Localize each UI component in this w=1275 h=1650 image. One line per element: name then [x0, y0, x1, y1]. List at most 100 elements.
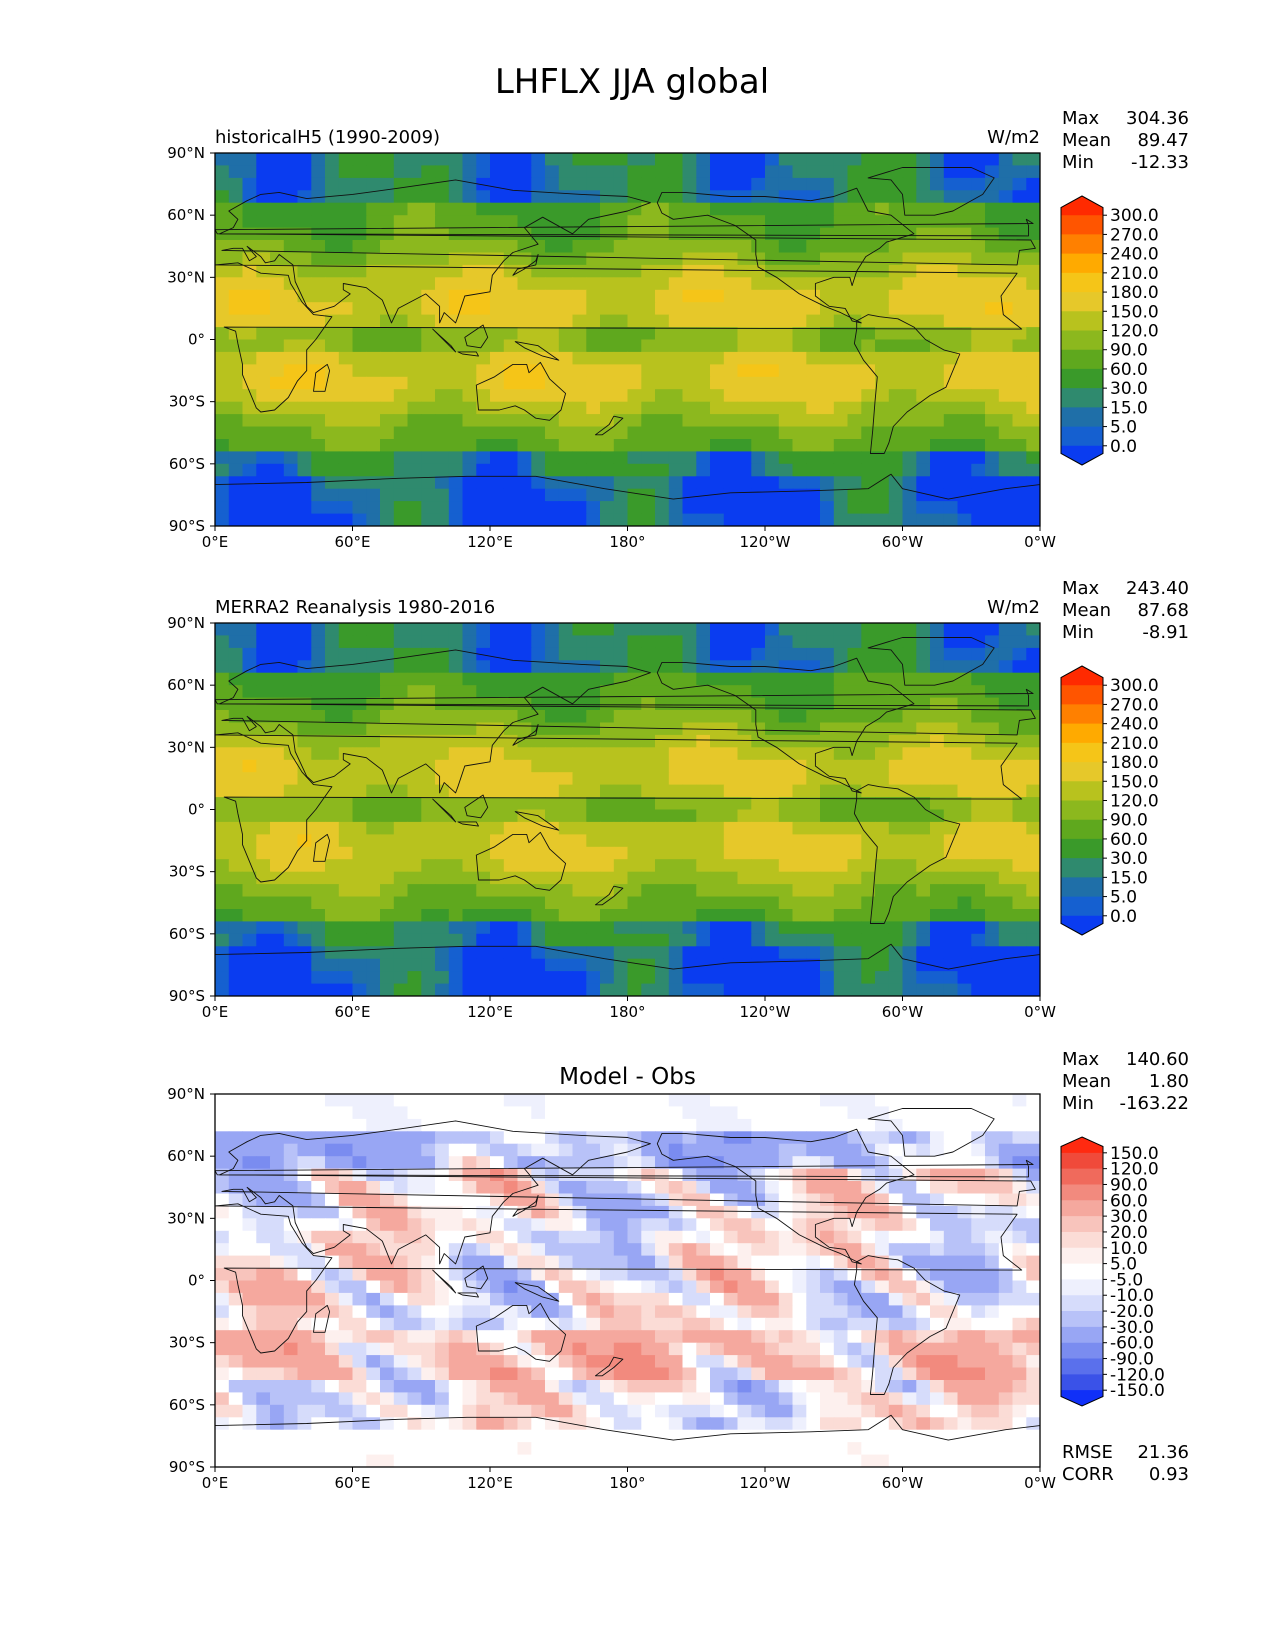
field-cell — [641, 635, 656, 649]
field-cell — [600, 871, 615, 885]
field-cell — [806, 971, 821, 985]
field-cell — [297, 772, 312, 786]
field-cell — [435, 153, 450, 166]
field-cell — [462, 983, 477, 996]
field-cell — [325, 339, 340, 353]
field-cell — [338, 635, 354, 649]
field-cell — [435, 202, 450, 216]
field-cell — [435, 1143, 450, 1157]
field-cell — [957, 710, 972, 723]
field-cell — [421, 376, 436, 390]
field-cell — [765, 635, 780, 649]
field-cell — [833, 871, 849, 885]
field-cell — [930, 476, 945, 490]
field-cell — [586, 921, 601, 935]
field-cell — [737, 697, 752, 711]
field-cell — [655, 747, 670, 761]
field-cell — [531, 734, 546, 748]
field-cell — [1012, 660, 1027, 674]
field-cell — [503, 635, 519, 649]
field-cell — [847, 153, 862, 166]
field-cell — [985, 635, 1000, 649]
field-cell — [1012, 376, 1027, 390]
field-cell — [696, 1317, 711, 1331]
field-cell — [352, 1118, 367, 1132]
field-cell — [930, 697, 945, 711]
field-cell — [655, 759, 670, 773]
field-cell — [930, 1205, 945, 1219]
field-cell — [572, 896, 587, 910]
colorbar-label: 5.0 — [1110, 418, 1137, 438]
field-cell — [971, 834, 986, 848]
field-cell — [215, 747, 230, 761]
field-cell — [490, 1268, 505, 1282]
field-cell — [531, 327, 546, 341]
field-cell — [531, 797, 546, 811]
field-cell — [600, 834, 615, 848]
field-cell — [311, 177, 326, 191]
field-cell — [668, 1094, 684, 1107]
field-cell — [710, 177, 725, 191]
field-cell — [985, 759, 1000, 773]
field-cell — [366, 215, 381, 229]
field-cell — [998, 1230, 1014, 1244]
field-cell — [338, 389, 354, 403]
field-cell — [531, 1218, 546, 1232]
field-cell — [393, 215, 409, 229]
field-cell — [311, 165, 326, 179]
field-cell — [600, 1181, 615, 1194]
field-cell — [380, 846, 395, 860]
field-cell — [338, 834, 354, 848]
field-cell — [985, 451, 1000, 465]
field-cell — [985, 871, 1000, 885]
field-cell — [971, 884, 986, 898]
field-cell — [710, 451, 725, 465]
field-cell — [242, 971, 257, 985]
field-cell — [861, 389, 876, 403]
field-cell — [421, 772, 436, 786]
colorbar-label: 0.0 — [1110, 907, 1137, 927]
field-cell — [985, 1230, 1000, 1244]
field-cell — [545, 202, 560, 216]
field-cell — [586, 1243, 601, 1257]
field-cell — [503, 463, 519, 477]
field-cell — [806, 685, 821, 699]
field-cell — [311, 983, 326, 996]
field-cell — [751, 227, 766, 241]
field-cell — [985, 1280, 1000, 1294]
field-cell — [765, 1230, 780, 1244]
field-cell — [270, 971, 285, 985]
field-cell — [613, 946, 629, 960]
field-cell — [820, 1118, 835, 1132]
field-cell — [930, 252, 945, 266]
field-cell — [283, 1243, 299, 1257]
field-cell — [916, 327, 931, 341]
field-cell — [558, 1218, 574, 1232]
field-cell — [861, 722, 876, 736]
field-cell — [998, 846, 1014, 860]
field-cell — [682, 439, 697, 452]
field-cell — [586, 264, 601, 278]
colorbar-label: 150.0 — [1110, 772, 1159, 792]
field-cell — [902, 215, 917, 229]
field-cell — [462, 685, 477, 699]
field-cell — [215, 1205, 230, 1219]
field-cell — [943, 884, 959, 898]
field-cell — [393, 983, 409, 996]
field-cell — [380, 177, 395, 191]
field-cell — [943, 376, 959, 390]
field-cell — [435, 513, 450, 526]
field-cell — [242, 784, 257, 798]
field-cell — [957, 784, 972, 798]
field-cell — [682, 277, 697, 291]
field-cell — [435, 1131, 450, 1145]
field-cell — [256, 896, 271, 910]
field-cell — [916, 821, 931, 835]
field-cell — [613, 1255, 629, 1269]
field-cell — [393, 264, 409, 278]
field-cell — [366, 190, 381, 204]
field-cell — [215, 933, 230, 947]
field-cell — [861, 971, 876, 985]
field-cell — [902, 1143, 917, 1157]
field-cell — [228, 871, 244, 885]
